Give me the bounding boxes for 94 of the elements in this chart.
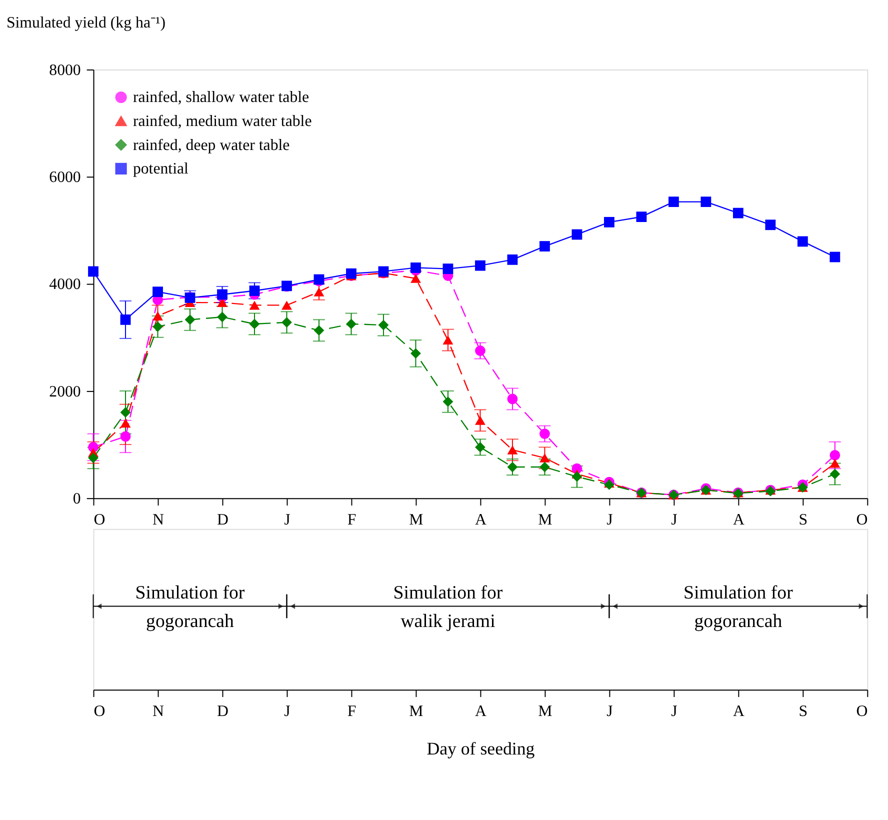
y-tick-label: 4000 xyxy=(49,276,81,294)
point xyxy=(797,236,808,247)
point xyxy=(217,298,228,308)
category-label: O xyxy=(856,702,868,720)
point xyxy=(217,289,228,300)
point xyxy=(442,336,454,345)
point xyxy=(282,317,292,328)
point xyxy=(507,462,518,472)
point xyxy=(830,450,840,460)
point xyxy=(830,468,840,480)
x-tick-label: D xyxy=(217,511,228,528)
x-tick-label: A xyxy=(474,511,487,528)
point xyxy=(668,196,679,208)
point xyxy=(314,287,324,296)
point xyxy=(120,407,131,418)
x-tick-label: J xyxy=(606,511,613,528)
category-label: D xyxy=(217,702,228,720)
point xyxy=(410,262,421,273)
x-tick-label: O xyxy=(94,511,106,528)
category-label: M xyxy=(409,702,424,720)
point xyxy=(88,452,98,464)
point xyxy=(572,229,582,240)
point xyxy=(378,320,389,330)
point xyxy=(120,431,131,442)
category-label: J xyxy=(671,702,678,720)
point xyxy=(249,300,260,310)
category-label: N xyxy=(152,702,164,720)
point xyxy=(442,264,454,274)
point xyxy=(152,311,163,320)
category-label: A xyxy=(732,702,744,720)
y-tick-label: 2000 xyxy=(49,383,81,400)
point xyxy=(152,286,163,298)
category-label: J xyxy=(606,702,613,720)
text: Simulation for gogorancah xyxy=(683,582,793,632)
point xyxy=(540,462,550,472)
point xyxy=(507,445,518,454)
point xyxy=(184,314,196,325)
point xyxy=(540,241,550,252)
point xyxy=(282,300,292,310)
y-axis-title: Simulated yield (kg ha⁻¹) xyxy=(6,14,166,32)
point xyxy=(475,260,486,271)
x-tick-label: J xyxy=(671,511,678,528)
point xyxy=(442,396,454,407)
point xyxy=(88,266,98,277)
x-tick-label: S xyxy=(798,511,808,528)
category-label: F xyxy=(347,702,356,720)
point xyxy=(410,348,421,359)
point xyxy=(604,216,614,228)
point xyxy=(120,314,131,325)
x-tick-label: A xyxy=(732,511,745,528)
point xyxy=(475,416,486,425)
point xyxy=(507,254,518,265)
point xyxy=(636,212,647,222)
category-label: A xyxy=(474,702,486,720)
x-tick-label: J xyxy=(284,511,290,528)
point xyxy=(572,471,582,482)
point xyxy=(249,286,260,296)
legend-label: rainfed, deep water table xyxy=(132,136,290,154)
point xyxy=(346,268,356,279)
point xyxy=(120,418,131,428)
point xyxy=(475,442,486,452)
point xyxy=(830,252,840,262)
x-tick-label: M xyxy=(538,511,552,528)
x-tick-label: F xyxy=(347,511,356,528)
legend-label: rainfed, shallow water table xyxy=(132,89,310,106)
point xyxy=(152,321,163,332)
point xyxy=(732,208,744,218)
point xyxy=(217,312,228,322)
point xyxy=(540,453,550,462)
point xyxy=(249,318,260,330)
category-label: S xyxy=(798,702,808,720)
point xyxy=(314,325,324,336)
point xyxy=(346,318,356,330)
point xyxy=(475,346,486,356)
point xyxy=(540,428,550,439)
point xyxy=(507,394,518,404)
point xyxy=(765,220,776,230)
text: Simulation for gogorancah xyxy=(135,582,245,632)
x2-axis-title: Day of seeding xyxy=(426,738,535,759)
x-tick-label: O xyxy=(856,511,868,528)
legend-label: potential xyxy=(132,160,190,178)
y-tick-label: 6000 xyxy=(49,169,81,186)
text: Simulation for walik jerami xyxy=(393,582,503,632)
point xyxy=(410,274,421,283)
x-tick-label: M xyxy=(409,511,424,528)
y-tick-label: 8000 xyxy=(49,62,81,79)
point xyxy=(830,458,840,468)
y-tick-label: 0 xyxy=(72,490,81,508)
point xyxy=(700,196,712,208)
category-label: J xyxy=(284,702,290,720)
category-label: O xyxy=(94,702,106,720)
x-tick-label: N xyxy=(152,511,165,528)
legend-label: rainfed, medium water table xyxy=(132,113,312,130)
category-label: M xyxy=(538,702,552,720)
